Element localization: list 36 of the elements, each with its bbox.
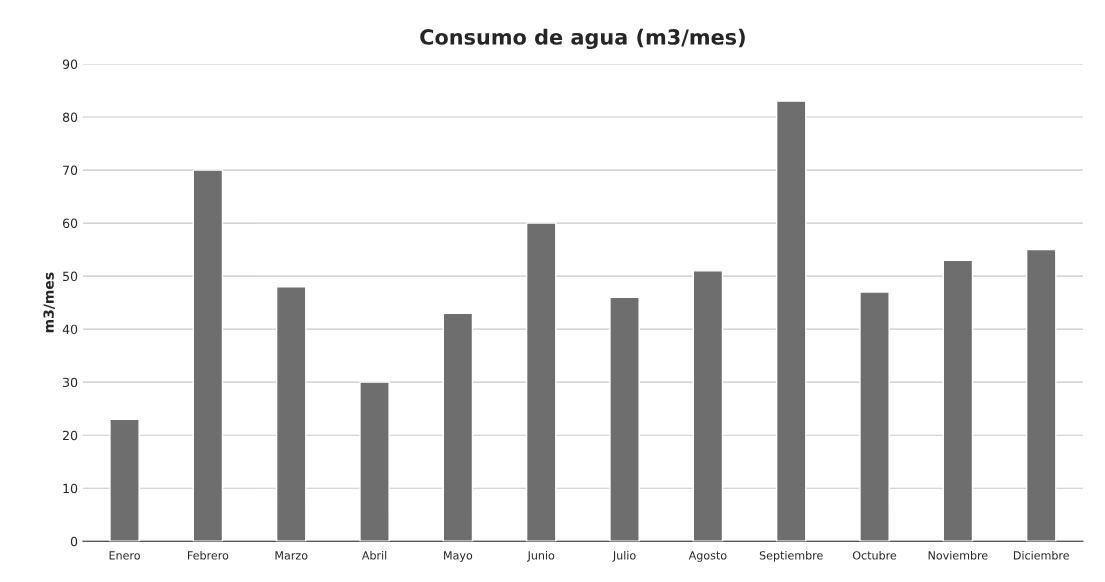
bar [192, 169, 224, 542]
y-tick-label: 0 [70, 536, 78, 547]
y-axis-title: m3/mes [43, 272, 55, 333]
bar [359, 381, 390, 542]
x-tick-label: Diciembre [1013, 550, 1069, 560]
y-tick-label: 80 [62, 112, 78, 122]
y-tick-label: 90 [62, 59, 78, 69]
y-tick-label: 20 [63, 430, 78, 441]
bar [859, 291, 890, 542]
x-tick-label: Septiembre [759, 550, 823, 562]
y-tick-label: 70 [63, 165, 78, 175]
y-tick-label: 50 [63, 271, 78, 282]
x-tick-label: Octubre [852, 550, 897, 560]
x-tick-label: Noviembre [928, 550, 988, 560]
y-tick-label: 30 [63, 377, 78, 388]
bar [109, 418, 140, 542]
y-tick-label: 60 [62, 218, 78, 229]
bar [442, 312, 474, 542]
bar [775, 100, 807, 542]
bar [1025, 248, 1057, 542]
y-tick-label: 40 [62, 324, 78, 335]
x-tick-label: Marzo [275, 551, 308, 560]
bar [525, 222, 557, 542]
y-tick-label: 10 [63, 483, 78, 494]
x-tick-label: Agosto [688, 551, 727, 562]
x-tick-label: Abril [361, 550, 387, 560]
chart-title: Consumo de agua (m3/mes) [420, 28, 745, 50]
x-tick-label: Febrero [188, 550, 229, 560]
x-tick-label: Julio [612, 550, 636, 562]
bar [692, 270, 724, 542]
x-tick-label: Junio [527, 550, 555, 562]
bar [275, 286, 307, 542]
bar [942, 259, 974, 542]
x-tick-label: Mayo [444, 551, 473, 562]
x-tick-label: Enero [109, 551, 140, 560]
bar [609, 296, 640, 542]
